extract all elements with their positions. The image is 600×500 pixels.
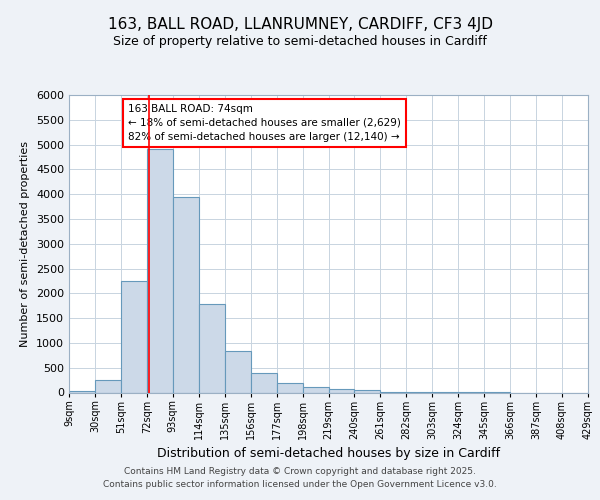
Bar (173, 196, 199, 392)
Bar (251, 373, 277, 392)
Bar (302, 387, 329, 392)
X-axis label: Distribution of semi-detached houses by size in Cardiff: Distribution of semi-detached houses by … (157, 447, 500, 460)
Bar (69, 390, 95, 392)
Bar (95, 380, 121, 392)
Bar (147, 148, 173, 392)
Text: Contains HM Land Registry data © Crown copyright and database right 2025.: Contains HM Land Registry data © Crown c… (124, 467, 476, 476)
Text: Size of property relative to semi-detached houses in Cardiff: Size of property relative to semi-detach… (113, 35, 487, 48)
Text: 163, BALL ROAD, LLANRUMNEY, CARDIFF, CF3 4JD: 163, BALL ROAD, LLANRUMNEY, CARDIFF, CF3… (107, 18, 493, 32)
Bar (225, 352, 251, 393)
Bar (329, 389, 355, 392)
Bar (277, 382, 302, 392)
Bar (355, 390, 380, 392)
Text: 163 BALL ROAD: 74sqm
← 18% of semi-detached houses are smaller (2,629)
82% of se: 163 BALL ROAD: 74sqm ← 18% of semi-detac… (128, 104, 401, 142)
Y-axis label: Number of semi-detached properties: Number of semi-detached properties (20, 141, 31, 347)
Bar (199, 304, 224, 392)
Bar (121, 281, 147, 392)
Text: Contains public sector information licensed under the Open Government Licence v3: Contains public sector information licen… (103, 480, 497, 489)
